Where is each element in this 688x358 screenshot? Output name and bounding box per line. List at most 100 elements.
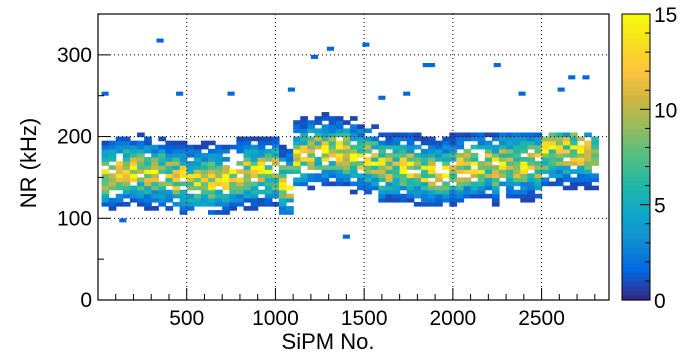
heatmap-cell (328, 128, 337, 134)
heatmap-cell (491, 144, 500, 150)
heatmap-cell (477, 161, 486, 166)
heatmap-cell (449, 201, 458, 207)
heatmap-cell (548, 132, 557, 138)
heatmap-cell (591, 173, 599, 179)
heatmap-cell (385, 189, 394, 195)
heatmap-cell (420, 136, 429, 142)
heatmap-cell (577, 181, 585, 187)
heatmap-cell (413, 152, 422, 158)
heatmap-cell (286, 165, 294, 170)
heatmap-cell (442, 181, 450, 187)
heatmap-cell (392, 193, 401, 199)
heatmap-cell (371, 177, 379, 183)
heatmap-cell (534, 185, 543, 191)
heatmap-cell (208, 148, 216, 154)
heatmap-cell (335, 132, 344, 138)
heatmap-cell (172, 144, 181, 150)
heatmap-cell (527, 157, 536, 162)
heatmap-cell (179, 210, 188, 215)
heatmap-cell (506, 148, 514, 154)
heatmap-cell (101, 189, 110, 195)
heatmap-cell (101, 169, 110, 174)
heatmap-cell (470, 157, 479, 162)
colorbar-tick-label: 0 (654, 290, 666, 313)
heatmap-cell (406, 132, 415, 138)
heatmap-cell (456, 189, 465, 195)
heatmap-cell (278, 189, 287, 195)
heatmap-cell (236, 177, 245, 183)
heatmap-cell (463, 165, 472, 170)
heatmap-cell (364, 185, 372, 191)
heatmap-cell (243, 185, 252, 191)
heatmap-cell (378, 132, 387, 138)
axes: 500 1000 1500 2000 2500 0 100 200 300 (57, 13, 610, 330)
heatmap-cell (513, 144, 521, 150)
heatmap-cell (286, 148, 294, 154)
colorbar-swatch (622, 114, 650, 120)
heatmap-cell (357, 136, 365, 142)
heatmap-cell (129, 161, 138, 166)
outlier-cell (326, 46, 334, 51)
heatmap-cell (328, 181, 337, 187)
heatmap-cell (328, 116, 337, 121)
heatmap-cell (122, 165, 131, 170)
heatmap-cell (243, 144, 252, 150)
colorbar-swatch (622, 23, 650, 29)
heatmap-cell (435, 140, 443, 146)
heatmap-cell (357, 181, 365, 187)
heatmap-cell (541, 157, 550, 162)
heatmap-cell (548, 157, 557, 162)
heatmap-cell (484, 140, 493, 146)
heatmap-cell (527, 177, 536, 183)
heatmap-cell (172, 181, 181, 187)
heatmap-cell (463, 152, 472, 158)
heatmap-cell (506, 136, 514, 142)
heatmap-cell (335, 161, 344, 166)
heatmap-cell (278, 144, 287, 150)
heatmap-cell (456, 161, 465, 166)
heatmap-cell (456, 140, 465, 146)
heatmap-cell (364, 189, 372, 195)
heatmap-cell (406, 181, 415, 187)
heatmap-cell (506, 177, 514, 183)
heatmap-cell (456, 177, 465, 183)
heatmap-cell (293, 165, 301, 170)
heatmap-cell (208, 152, 216, 158)
heatmap-cell (428, 197, 436, 203)
heatmap-cell (520, 189, 528, 195)
heatmap-cell (236, 144, 245, 150)
heatmap-cell (101, 197, 110, 203)
heatmap-cell (307, 144, 316, 150)
heatmap-cell (527, 132, 536, 138)
heatmap-cell (591, 177, 599, 183)
outlier-cell (518, 91, 526, 96)
heatmap-cell (314, 144, 323, 150)
heatmap-cell (293, 148, 301, 154)
heatmap-cell (208, 169, 216, 174)
heatmap-cell (534, 173, 543, 179)
heatmap-cell (562, 144, 571, 150)
heatmap-cell (286, 210, 294, 215)
heatmap-cell (506, 132, 514, 138)
heatmap-cell (335, 165, 344, 170)
heatmap-cell (314, 173, 323, 179)
heatmap-cell (548, 161, 557, 166)
heatmap-cell (264, 157, 273, 162)
heatmap-cell (413, 189, 422, 195)
heatmap-cell (577, 157, 585, 162)
heatmap-cell (435, 201, 443, 207)
heatmap-cell (392, 169, 401, 174)
colorbar-swatch (622, 171, 650, 177)
heatmap-cell (151, 185, 159, 191)
heatmap-cell (122, 157, 131, 162)
heatmap-cell (420, 140, 429, 146)
heatmap-cell (456, 136, 465, 142)
heatmap-cell (569, 152, 578, 158)
heatmap-cell (278, 210, 287, 215)
heatmap-cell (186, 161, 195, 166)
colorbar-swatch (622, 90, 650, 96)
heatmap-cell (463, 189, 472, 195)
heatmap-cell (385, 181, 394, 187)
heatmap-cell (506, 140, 514, 146)
heatmap-cell (520, 161, 528, 166)
